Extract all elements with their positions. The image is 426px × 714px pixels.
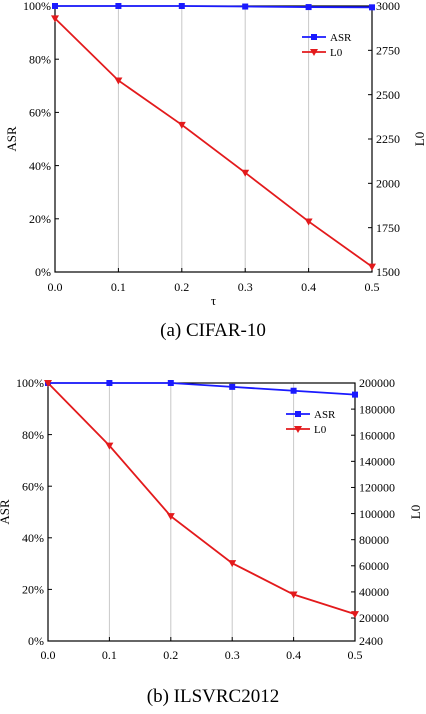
y-left-tick-label: 40%: [22, 531, 44, 545]
data-point-asr: [167, 380, 174, 386]
y-left-axis-label: ASR: [0, 499, 12, 525]
y-left-tick-label: 0%: [35, 265, 51, 279]
x-tick-label: 0.5: [348, 648, 363, 662]
y-right-tick-label: 60000: [359, 559, 389, 573]
y-right-tick-label: 120000: [359, 481, 395, 495]
legend-label-l0: L0: [330, 47, 343, 59]
y-right-tick-label: 2400: [359, 634, 383, 648]
series-line-asr: [48, 382, 356, 396]
y-left-tick-label: 100%: [16, 376, 44, 390]
legend-label-l0: L0: [314, 424, 327, 436]
x-tick-label: 0.2: [174, 280, 189, 294]
data-point-l0: [304, 218, 313, 226]
data-point-l0: [351, 611, 359, 619]
y-right-tick-label: 180000: [359, 402, 395, 416]
data-point-l0: [51, 15, 59, 23]
data-point-asr: [115, 3, 122, 9]
x-tick-label: 0.3: [225, 648, 240, 662]
plot-frame: [47, 382, 356, 642]
y-right-tick-label: 140000: [359, 455, 395, 469]
y-left-tick-label: 20%: [29, 212, 51, 226]
series-line-l0: [54, 17, 373, 268]
y-right-tick-label: 2250: [376, 132, 400, 146]
data-point-l0: [114, 77, 123, 85]
data-point-asr: [52, 3, 58, 9]
x-axis-label: τ: [199, 662, 204, 668]
data-point-l0: [289, 591, 298, 599]
x-tick-label: 0.4: [301, 280, 316, 294]
y-right-tick-label: 3000: [376, 0, 400, 13]
y-left-tick-label: 40%: [29, 159, 51, 173]
data-point-l0: [105, 442, 114, 450]
data-point-l0: [228, 560, 237, 568]
data-point-l0: [44, 380, 52, 387]
data-point-asr: [106, 380, 113, 386]
x-tick-label: 0.1: [102, 648, 117, 662]
y-left-tick-label: 20%: [22, 583, 44, 597]
y-right-tick-label: 1500: [376, 265, 400, 279]
data-point-asr: [290, 387, 297, 394]
y-left-tick-label: 60%: [29, 106, 51, 120]
y-right-tick-label: 200000: [359, 376, 395, 390]
y-right-tick-label: 160000: [359, 428, 395, 442]
data-point-asr: [242, 3, 249, 10]
series-line-asr: [55, 5, 373, 9]
y-right-tick-label: 2750: [376, 44, 400, 58]
y-right-tick-label: 2000: [376, 177, 400, 191]
x-tick-label: 0.0: [48, 280, 63, 294]
legend-marker-asr: [295, 411, 301, 417]
x-tick-label: 0.3: [238, 280, 253, 294]
y-right-axis-label: L0: [412, 132, 426, 146]
y-left-tick-label: 80%: [29, 52, 51, 66]
data-point-l0: [166, 513, 175, 521]
y-left-tick-label: 80%: [22, 428, 44, 442]
y-right-tick-label: 1750: [376, 221, 400, 235]
ilsvrc2012-caption: (b) ILSVRC2012: [146, 686, 280, 707]
y-left-tick-label: 100%: [23, 0, 51, 13]
x-tick-label: 0.4: [286, 648, 301, 662]
x-tick-label: 0.0: [41, 648, 56, 662]
y-right-tick-label: 80000: [359, 533, 389, 547]
legend-label-asr: ASR: [314, 409, 336, 421]
data-point-asr: [229, 383, 236, 390]
series-line-l0: [47, 382, 356, 615]
y-right-tick-label: 20000: [359, 611, 389, 625]
y-left-tick-label: 60%: [22, 479, 44, 493]
x-tick-label: 0.5: [365, 280, 380, 294]
y-right-tick-label: 40000: [359, 585, 389, 599]
y-right-tick-label: 2500: [376, 88, 400, 102]
data-point-asr: [178, 3, 185, 9]
data-point-asr: [305, 4, 312, 11]
data-point-asr: [369, 4, 375, 11]
y-left-axis-label: ASR: [4, 126, 19, 152]
legend-marker-l0: [310, 49, 318, 56]
x-axis-label: τ: [211, 293, 216, 308]
x-tick-label: 0.2: [163, 648, 178, 662]
data-point-l0: [177, 121, 186, 129]
ilsvrc2012-chart: 0.0 0.1 0.2 0.3 0.4 0.5 0% 20% 40% 60% 80% 100% 2400…: [0, 376, 423, 668]
y-right-tick-label: 100000: [359, 507, 395, 521]
x-tick-label: 0.1: [111, 280, 126, 294]
cifar10-chart: 0.0 0.1 0.2 0.3 0.4 0.5 0% 20% 40% 60% 80% 100% 1500…: [4, 0, 426, 308]
data-point-asr: [352, 391, 358, 398]
y-left-tick-label: 0%: [28, 634, 44, 648]
cifar10-caption: (a) CIFAR-10: [160, 320, 266, 341]
legend-marker-l0: [294, 426, 302, 433]
data-point-l0: [368, 263, 376, 271]
legend-label-asr: ASR: [330, 32, 352, 44]
data-point-l0: [241, 169, 250, 177]
y-right-axis-label: L0: [408, 505, 423, 519]
legend-marker-asr: [311, 34, 317, 40]
